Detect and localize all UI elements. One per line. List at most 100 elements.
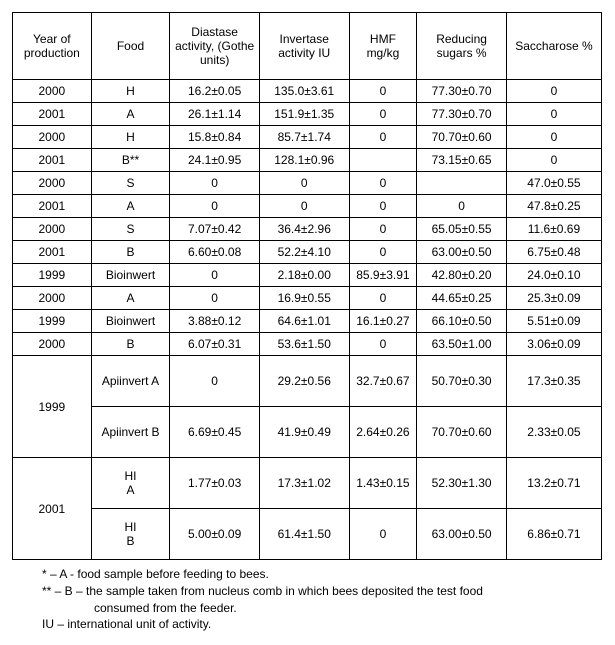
header-hmf: HMF mg/kg	[349, 13, 417, 80]
cell-invertase: 0	[259, 195, 349, 218]
cell-diastase: 15.8±0.84	[170, 126, 260, 149]
cell-invertase: 53.6±1.50	[259, 333, 349, 356]
cell-hmf: 0	[349, 172, 417, 195]
cell-food: HIA	[91, 458, 170, 509]
cell-hmf: 1.43±0.15	[349, 458, 417, 509]
cell-year: 1999	[13, 356, 92, 458]
cell-diastase: 0	[170, 356, 260, 407]
cell-reducing: 77.30±0.70	[417, 103, 507, 126]
cell-food: S	[91, 218, 170, 241]
cell-reducing: 73.15±0.65	[417, 149, 507, 172]
cell-year: 2000	[13, 333, 92, 356]
cell-reducing	[417, 172, 507, 195]
table-row: 2001B**24.1±0.95128.1±0.9673.15±0.650	[13, 149, 602, 172]
cell-saccharose: 11.6±0.69	[506, 218, 601, 241]
cell-invertase: 2.18±0.00	[259, 264, 349, 287]
cell-invertase: 17.3±1.02	[259, 458, 349, 509]
cell-saccharose: 13.2±0.71	[506, 458, 601, 509]
cell-food: H	[91, 80, 170, 103]
table-row: 2001A000047.8±0.25	[13, 195, 602, 218]
cell-food: H	[91, 126, 170, 149]
cell-invertase: 41.9±0.49	[259, 407, 349, 458]
cell-saccharose: 47.8±0.25	[506, 195, 601, 218]
cell-diastase: 26.1±1.14	[170, 103, 260, 126]
table-row: 2001HIA1.77±0.0317.3±1.021.43±0.1552.30±…	[13, 458, 602, 509]
cell-reducing: 70.70±0.60	[417, 407, 507, 458]
cell-saccharose: 3.06±0.09	[506, 333, 601, 356]
cell-invertase: 52.2±4.10	[259, 241, 349, 264]
cell-food: S	[91, 172, 170, 195]
cell-food: Apiinvert B	[91, 407, 170, 458]
cell-saccharose: 17.3±0.35	[506, 356, 601, 407]
cell-reducing: 0	[417, 195, 507, 218]
footnotes: * – A - food sample before feeding to be…	[12, 566, 603, 633]
header-food: Food	[91, 13, 170, 80]
table-row: Apiinvert B6.69±0.4541.9±0.492.64±0.2670…	[13, 407, 602, 458]
cell-hmf: 0	[349, 241, 417, 264]
table-row: 2000S00047.0±0.55	[13, 172, 602, 195]
cell-food: B	[91, 241, 170, 264]
header-reducing: Reducing sugars %	[417, 13, 507, 80]
cell-year: 2000	[13, 287, 92, 310]
cell-reducing: 50.70±0.30	[417, 356, 507, 407]
header-saccharose: Saccharose %	[506, 13, 601, 80]
cell-hmf: 0	[349, 195, 417, 218]
table-row: 2001A26.1±1.14151.9±1.35077.30±0.700	[13, 103, 602, 126]
cell-saccharose: 6.75±0.48	[506, 241, 601, 264]
header-diastase: Diastase activity, (Gothe units)	[170, 13, 260, 80]
cell-diastase: 6.60±0.08	[170, 241, 260, 264]
cell-hmf: 32.7±0.67	[349, 356, 417, 407]
cell-year: 1999	[13, 264, 92, 287]
cell-year: 2001	[13, 195, 92, 218]
table-row: 1999Apiinvert A029.2±0.5632.7±0.6750.70±…	[13, 356, 602, 407]
table-row: 2000S7.07±0.4236.4±2.96065.05±0.5511.6±0…	[13, 218, 602, 241]
cell-invertase: 135.0±3.61	[259, 80, 349, 103]
table-row: 2001B6.60±0.0852.2±4.10063.00±0.506.75±0…	[13, 241, 602, 264]
cell-invertase: 64.6±1.01	[259, 310, 349, 333]
cell-year: 2001	[13, 241, 92, 264]
table-row: 2000H16.2±0.05135.0±3.61077.30±0.700	[13, 80, 602, 103]
cell-saccharose: 25.3±0.09	[506, 287, 601, 310]
cell-diastase: 6.07±0.31	[170, 333, 260, 356]
table-body: 2000H16.2±0.05135.0±3.61077.30±0.7002001…	[13, 80, 602, 560]
cell-food: B	[91, 333, 170, 356]
cell-year: 2001	[13, 458, 92, 560]
cell-diastase: 6.69±0.45	[170, 407, 260, 458]
cell-diastase: 24.1±0.95	[170, 149, 260, 172]
cell-hmf: 0	[349, 103, 417, 126]
cell-year: 2001	[13, 149, 92, 172]
table-row: 2000A016.9±0.55044.65±0.2525.3±0.09	[13, 287, 602, 310]
cell-diastase: 5.00±0.09	[170, 509, 260, 560]
cell-reducing: 63.00±0.50	[417, 509, 507, 560]
cell-hmf: 0	[349, 287, 417, 310]
cell-diastase: 0	[170, 195, 260, 218]
cell-reducing: 42.80±0.20	[417, 264, 507, 287]
table-row: 1999Bioinwert3.88±0.1264.6±1.0116.1±0.27…	[13, 310, 602, 333]
table-row: 2000B6.07±0.3153.6±1.50063.50±1.003.06±0…	[13, 333, 602, 356]
cell-hmf: 0	[349, 509, 417, 560]
cell-diastase: 1.77±0.03	[170, 458, 260, 509]
cell-reducing: 65.05±0.55	[417, 218, 507, 241]
cell-diastase: 0	[170, 172, 260, 195]
header-row: Year of production Food Diastase activit…	[13, 13, 602, 80]
cell-diastase: 7.07±0.42	[170, 218, 260, 241]
cell-saccharose: 5.51±0.09	[506, 310, 601, 333]
table-row: 1999Bioinwert02.18±0.0085.9±3.9142.80±0.…	[13, 264, 602, 287]
cell-diastase: 3.88±0.12	[170, 310, 260, 333]
cell-invertase: 85.7±1.74	[259, 126, 349, 149]
cell-saccharose: 0	[506, 149, 601, 172]
cell-saccharose: 0	[506, 80, 601, 103]
cell-reducing: 70.70±0.60	[417, 126, 507, 149]
cell-food: A	[91, 195, 170, 218]
cell-reducing: 52.30±1.30	[417, 458, 507, 509]
cell-food: Bioinwert	[91, 310, 170, 333]
table-row: 2000H15.8±0.8485.7±1.74070.70±0.600	[13, 126, 602, 149]
cell-hmf: 85.9±3.91	[349, 264, 417, 287]
cell-saccharose: 47.0±0.55	[506, 172, 601, 195]
cell-invertase: 29.2±0.56	[259, 356, 349, 407]
cell-year: 2001	[13, 103, 92, 126]
header-year: Year of production	[13, 13, 92, 80]
cell-diastase: 0	[170, 264, 260, 287]
cell-year: 2000	[13, 126, 92, 149]
cell-diastase: 16.2±0.05	[170, 80, 260, 103]
